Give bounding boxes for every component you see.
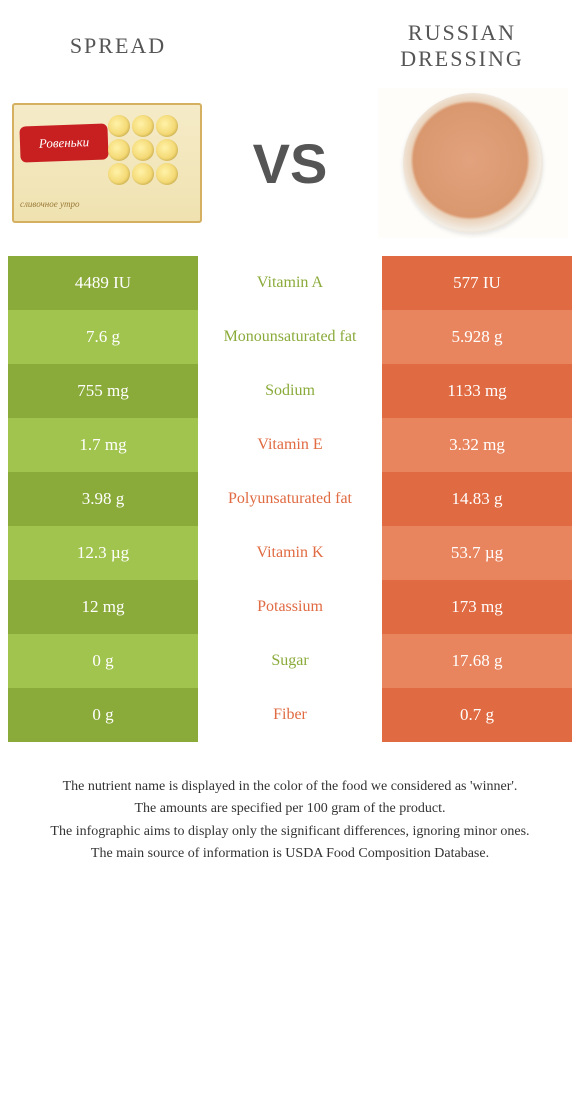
table-row: 755 mgSodium1133 mg bbox=[8, 364, 572, 418]
footer-line: The infographic aims to display only the… bbox=[14, 821, 566, 843]
table-row: 7.6 gMonounsaturated fat5.928 g bbox=[8, 310, 572, 364]
table-row: 0 gSugar17.68 g bbox=[8, 634, 572, 688]
value-cell-right: 0.7 g bbox=[382, 688, 572, 742]
value-cell-right: 5.928 g bbox=[382, 310, 572, 364]
value-cell-right: 14.83 g bbox=[382, 472, 572, 526]
product-right-image bbox=[378, 88, 568, 238]
vs-label: VS bbox=[253, 131, 328, 196]
product-left-image: Ровеньки сливочное утро bbox=[12, 88, 202, 238]
spread-package-icon: Ровеньки сливочное утро bbox=[12, 103, 202, 223]
value-cell-left: 12 mg bbox=[8, 580, 198, 634]
comparison-header: SPREAD RUSSIAN DRESSING bbox=[8, 20, 572, 82]
nutrient-label: Monounsaturated fat bbox=[198, 310, 382, 364]
value-cell-left: 755 mg bbox=[8, 364, 198, 418]
value-cell-left: 4489 IU bbox=[8, 256, 198, 310]
bowl-icon bbox=[403, 93, 543, 233]
value-cell-left: 0 g bbox=[8, 634, 198, 688]
footer-notes: The nutrient name is displayed in the co… bbox=[8, 742, 572, 866]
butter-curls-icon bbox=[104, 111, 196, 211]
nutrient-label: Potassium bbox=[198, 580, 382, 634]
nutrient-label: Vitamin A bbox=[198, 256, 382, 310]
value-cell-right: 3.32 mg bbox=[382, 418, 572, 472]
nutrient-label: Sodium bbox=[198, 364, 382, 418]
nutrient-table: 4489 IUVitamin A577 IU7.6 gMonounsaturat… bbox=[8, 256, 572, 742]
header-left-title: SPREAD bbox=[18, 33, 218, 59]
nutrient-label: Vitamin K bbox=[198, 526, 382, 580]
dressing-bowl-icon bbox=[378, 88, 568, 238]
spread-brand-label: Ровеньки bbox=[19, 123, 108, 162]
nutrient-label: Polyunsaturated fat bbox=[198, 472, 382, 526]
table-row: 4489 IUVitamin A577 IU bbox=[8, 256, 572, 310]
spread-subtext: сливочное утро bbox=[20, 199, 79, 209]
header-right-title: RUSSIAN DRESSING bbox=[362, 20, 562, 72]
table-row: 3.98 gPolyunsaturated fat14.83 g bbox=[8, 472, 572, 526]
footer-line: The nutrient name is displayed in the co… bbox=[14, 776, 566, 798]
footer-line: The main source of information is USDA F… bbox=[14, 843, 566, 865]
value-cell-left: 7.6 g bbox=[8, 310, 198, 364]
nutrient-label: Sugar bbox=[198, 634, 382, 688]
table-row: 1.7 mgVitamin E3.32 mg bbox=[8, 418, 572, 472]
table-row: 0 gFiber0.7 g bbox=[8, 688, 572, 742]
nutrient-label: Fiber bbox=[198, 688, 382, 742]
value-cell-right: 1133 mg bbox=[382, 364, 572, 418]
value-cell-right: 577 IU bbox=[382, 256, 572, 310]
value-cell-right: 173 mg bbox=[382, 580, 572, 634]
value-cell-left: 3.98 g bbox=[8, 472, 198, 526]
value-cell-right: 17.68 g bbox=[382, 634, 572, 688]
footer-line: The amounts are specified per 100 gram o… bbox=[14, 798, 566, 820]
nutrient-label: Vitamin E bbox=[198, 418, 382, 472]
table-row: 12 mgPotassium173 mg bbox=[8, 580, 572, 634]
value-cell-right: 53.7 µg bbox=[382, 526, 572, 580]
value-cell-left: 1.7 mg bbox=[8, 418, 198, 472]
value-cell-left: 12.3 µg bbox=[8, 526, 198, 580]
product-images-row: Ровеньки сливочное утро VS bbox=[8, 82, 572, 256]
table-row: 12.3 µgVitamin K53.7 µg bbox=[8, 526, 572, 580]
value-cell-left: 0 g bbox=[8, 688, 198, 742]
